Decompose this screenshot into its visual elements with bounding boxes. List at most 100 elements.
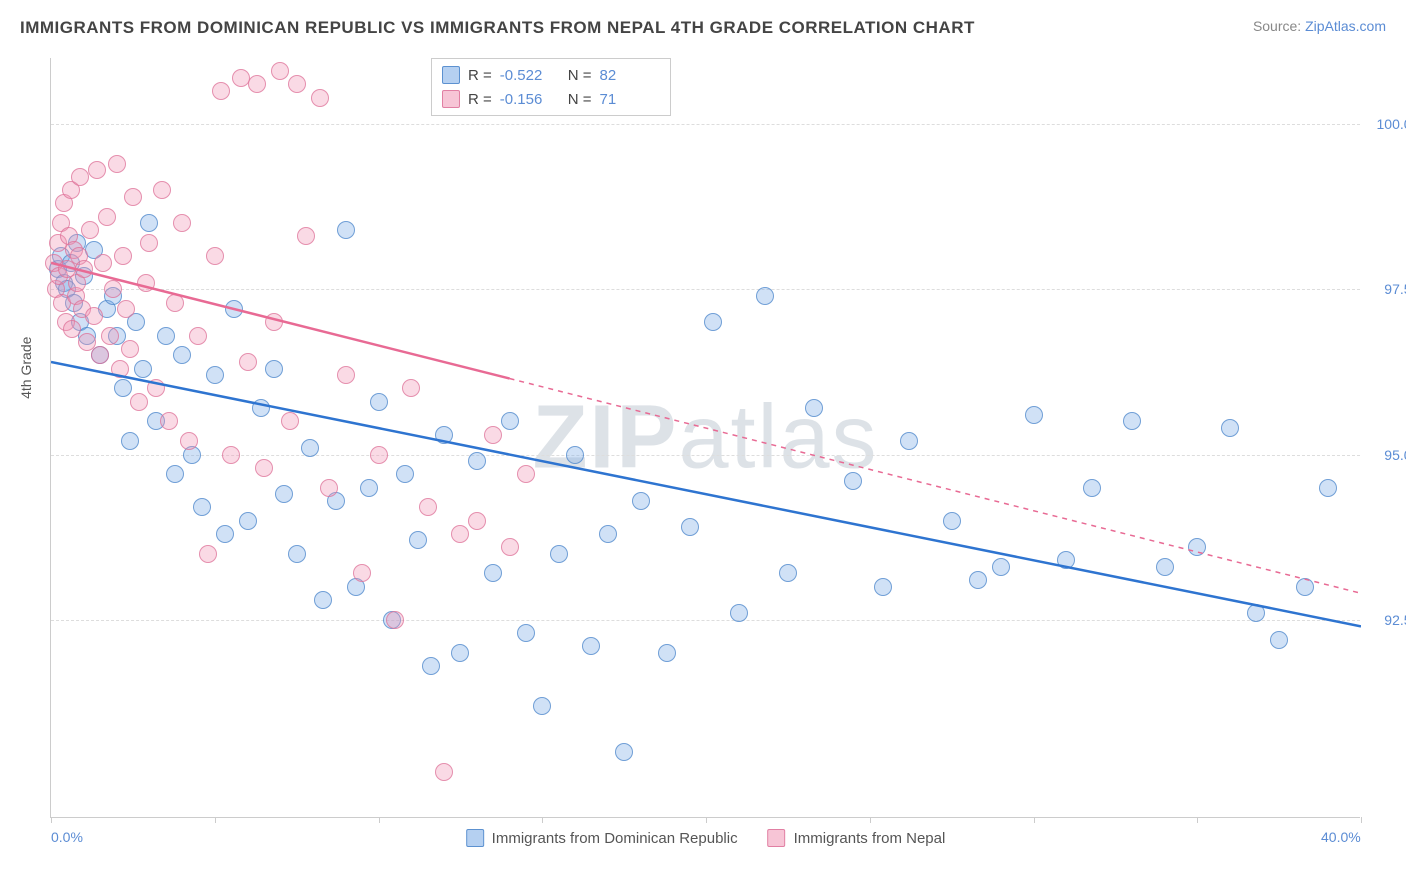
data-point [1083, 479, 1101, 497]
data-point [104, 280, 122, 298]
source-link[interactable]: ZipAtlas.com [1305, 18, 1386, 34]
data-point [517, 465, 535, 483]
data-point [435, 426, 453, 444]
x-tick-label: 40.0% [1321, 829, 1361, 845]
y-axis-label: 4th Grade [18, 337, 34, 399]
data-point [484, 426, 502, 444]
data-point [730, 604, 748, 622]
n-value-blue: 82 [600, 67, 660, 84]
n-value-pink: 71 [600, 91, 660, 108]
r-value-pink: -0.156 [500, 91, 560, 108]
data-point [1123, 412, 1141, 430]
data-point [451, 525, 469, 543]
r-label-2: R = [468, 91, 492, 108]
data-point [451, 644, 469, 662]
x-tick-mark [1034, 817, 1035, 823]
data-point [199, 545, 217, 563]
x-tick-mark [706, 817, 707, 823]
data-point [140, 214, 158, 232]
swatch-pink-icon [768, 829, 786, 847]
data-point [239, 353, 257, 371]
legend-item-pink: Immigrants from Nepal [768, 829, 946, 847]
data-point [969, 571, 987, 589]
n-label: N = [568, 67, 592, 84]
data-point [75, 260, 93, 278]
data-point [681, 518, 699, 536]
gridline-h [51, 289, 1360, 290]
data-point [386, 611, 404, 629]
data-point [71, 168, 89, 186]
data-point [206, 247, 224, 265]
data-point [189, 327, 207, 345]
y-tick-label: 95.0% [1384, 447, 1406, 463]
data-point [180, 432, 198, 450]
data-point [396, 465, 414, 483]
data-point [166, 465, 184, 483]
x-tick-label: 0.0% [51, 829, 83, 845]
data-point [1221, 419, 1239, 437]
data-point [779, 564, 797, 582]
data-point [566, 446, 584, 464]
data-point [314, 591, 332, 609]
source-attribution: Source: ZipAtlas.com [1253, 18, 1386, 34]
data-point [271, 62, 289, 80]
legend-label-pink: Immigrants from Nepal [794, 830, 946, 847]
swatch-blue-icon [442, 66, 460, 84]
data-point [81, 221, 99, 239]
data-point [216, 525, 234, 543]
data-point [632, 492, 650, 510]
data-point [111, 360, 129, 378]
data-point [193, 498, 211, 516]
gridline-h [51, 455, 1360, 456]
data-point [874, 578, 892, 596]
data-point [517, 624, 535, 642]
data-point [130, 393, 148, 411]
x-tick-mark [379, 817, 380, 823]
data-point [844, 472, 862, 490]
data-point [147, 379, 165, 397]
correlation-row-pink: R = -0.156 N = 71 [442, 87, 660, 111]
data-point [275, 485, 293, 503]
data-point [900, 432, 918, 450]
plot-area: ZIPatlas R = -0.522 N = 82 R = -0.156 N … [50, 58, 1360, 818]
data-point [1025, 406, 1043, 424]
data-point [1270, 631, 1288, 649]
data-point [353, 564, 371, 582]
data-point [265, 360, 283, 378]
x-tick-mark [1361, 817, 1362, 823]
x-tick-mark [51, 817, 52, 823]
data-point [337, 221, 355, 239]
data-point [153, 181, 171, 199]
data-point [166, 294, 184, 312]
data-point [756, 287, 774, 305]
legend-label-blue: Immigrants from Dominican Republic [492, 830, 738, 847]
data-point [419, 498, 437, 516]
data-point [281, 412, 299, 430]
data-point [63, 320, 81, 338]
data-point [108, 155, 126, 173]
x-tick-mark [542, 817, 543, 823]
data-point [301, 439, 319, 457]
data-point [91, 346, 109, 364]
data-point [157, 327, 175, 345]
source-prefix: Source: [1253, 18, 1305, 34]
gridline-h [51, 620, 1360, 621]
data-point [288, 75, 306, 93]
data-point [134, 360, 152, 378]
data-point [599, 525, 617, 543]
data-point [121, 340, 139, 358]
data-point [805, 399, 823, 417]
data-point [173, 346, 191, 364]
data-point [239, 512, 257, 530]
data-point [265, 313, 283, 331]
data-point [124, 188, 142, 206]
swatch-pink-icon [442, 90, 460, 108]
data-point [704, 313, 722, 331]
y-tick-label: 92.5% [1384, 612, 1406, 628]
data-point [222, 446, 240, 464]
data-point [232, 69, 250, 87]
data-point [137, 274, 155, 292]
y-tick-label: 100.0% [1377, 116, 1406, 132]
data-point [1247, 604, 1265, 622]
data-point [550, 545, 568, 563]
